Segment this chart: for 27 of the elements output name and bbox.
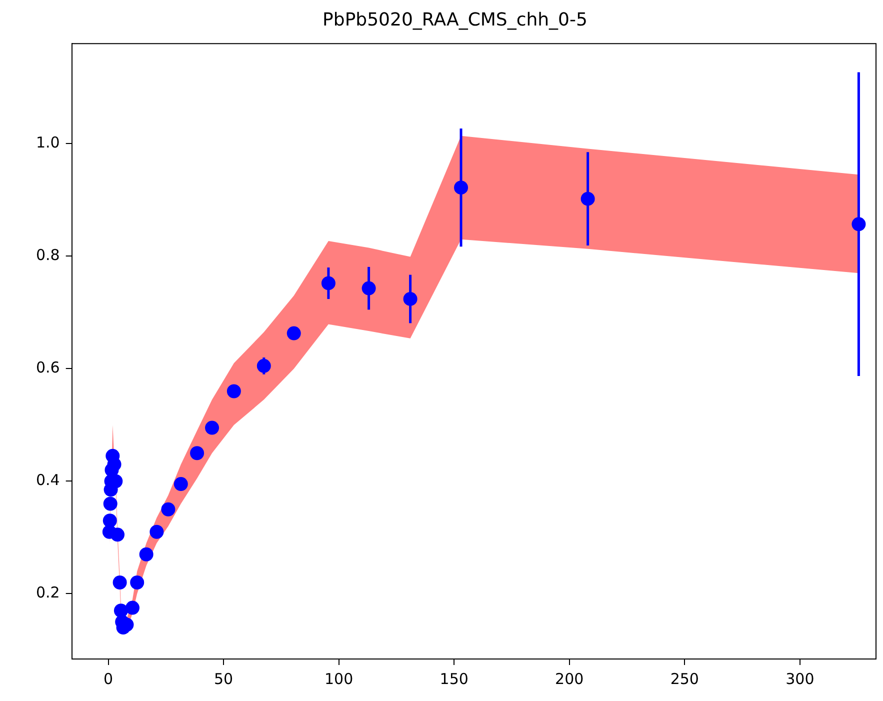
point <box>150 524 164 539</box>
point <box>107 457 122 472</box>
chart-title: PbPb5020_RAA_CMS_chh_0-5 <box>322 9 588 30</box>
point <box>174 477 188 492</box>
point <box>130 575 144 590</box>
point <box>226 384 241 398</box>
x-tick-label: 50 <box>214 670 234 688</box>
y-tick-label: 0.2 <box>36 584 60 602</box>
point <box>125 600 140 615</box>
point <box>205 420 220 435</box>
point <box>161 502 176 516</box>
y-tick-label: 1.0 <box>36 134 60 152</box>
y-tick-label: 0.8 <box>36 246 60 264</box>
x-tick-label: 300 <box>786 670 814 688</box>
x-tick-label: 100 <box>324 670 354 688</box>
x-tick-label: 0 <box>104 670 114 688</box>
point <box>112 575 127 590</box>
point <box>190 446 204 460</box>
point <box>103 496 118 511</box>
x-tick-label: 250 <box>670 670 699 688</box>
y-tick-label: 0.6 <box>36 358 60 377</box>
point <box>110 528 125 542</box>
y-tick-label: 0.4 <box>36 471 60 490</box>
x-tick-label: 200 <box>555 670 584 688</box>
point <box>139 547 154 562</box>
x-tick-label: 150 <box>440 670 468 688</box>
point <box>102 514 117 528</box>
